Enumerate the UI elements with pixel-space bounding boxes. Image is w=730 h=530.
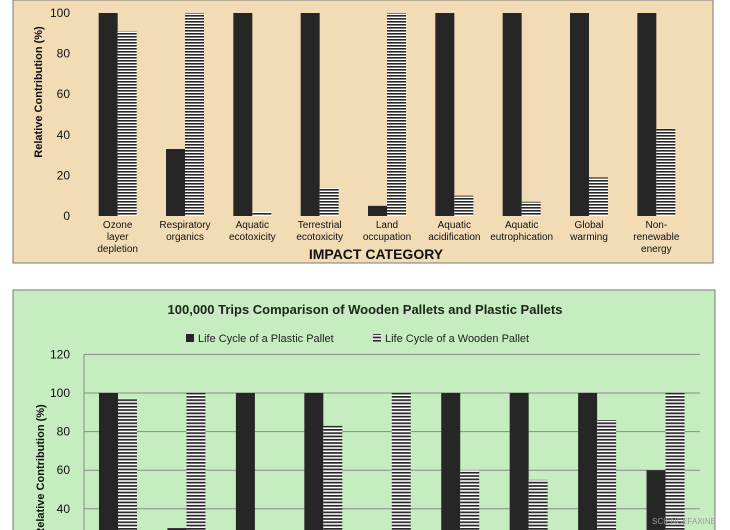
bar-series-b (252, 211, 272, 216)
bar-plastic (167, 528, 187, 530)
x-tick-label: Respiratory organics (159, 220, 210, 243)
x-tick-label: Aquatic acidification (428, 220, 480, 243)
bar-series-a (98, 13, 118, 216)
bar-series-b (521, 201, 541, 216)
y-tick-label: 100 (50, 386, 70, 400)
y-axis-label: Relative Contribution (%) (33, 26, 45, 158)
y-tick-label: 120 (50, 347, 70, 361)
watermark: SCIENCEFAXINE (652, 517, 716, 526)
bar-series-b (454, 195, 474, 216)
bar-series-a (502, 13, 522, 216)
bar-series-a (435, 13, 455, 216)
bar-series-b (185, 13, 204, 216)
bar-series-a (166, 149, 185, 216)
legend-swatch-wooden (373, 334, 381, 342)
bar-wooden (391, 393, 411, 530)
bar-series-b (589, 177, 608, 216)
bar-series-b (387, 13, 406, 216)
bar-series-a (570, 13, 589, 216)
impact-category-chart: 0 20 40 60 80 100 Ozone layer depletion Respirat… (12, 0, 714, 264)
bar-series-b (319, 187, 339, 216)
legend-swatch-plastic (186, 334, 194, 342)
y-tick-label: 60 (57, 87, 71, 101)
x-tick-label: Aquatic ecotoxicity (229, 220, 276, 243)
bar-wooden (460, 470, 480, 530)
bar-plastic (441, 393, 461, 530)
x-tick-label: Global warming (569, 220, 608, 243)
y-tick-label: 80 (57, 47, 71, 61)
x-tick-label: Non-renewable energy (633, 220, 680, 255)
legend-label-wooden: Life Cycle of a Wooden Pallet (385, 333, 529, 345)
bar-wooden (665, 393, 685, 530)
bar-series-a (300, 13, 320, 216)
x-tick-label: Terrestrial ecotoxicity (296, 220, 343, 243)
y-tick-label: 40 (57, 128, 71, 142)
bar-series-a (233, 13, 253, 216)
y-tick-label: 20 (57, 168, 71, 182)
legend: Life Cycle of a Plastic Pallet Life Cycl… (186, 333, 529, 345)
bar-wooden (323, 425, 343, 530)
bar-series-b (117, 31, 137, 216)
x-axis-label: IMPACT CATEGORY (309, 246, 444, 262)
y-tick-label: 40 (57, 502, 71, 516)
bar-wooden (528, 479, 548, 530)
bar-series-a (637, 13, 657, 216)
bar-plastic (99, 393, 118, 530)
y-tick-label: 100 (50, 6, 70, 20)
x-tick-label: Land occupation (363, 220, 411, 243)
bar-wooden (186, 393, 206, 530)
legend-label-plastic: Life Cycle of a Plastic Pallet (198, 333, 334, 345)
y-tick-label: 60 (57, 463, 71, 477)
y-tick-label: 0 (63, 209, 70, 223)
chart-title: 100,000 Trips Comparison of Wooden Palle… (168, 302, 563, 317)
x-tick-label: Aquatic eutrophication (490, 220, 553, 243)
bar-plastic (235, 393, 255, 530)
bar-wooden (597, 420, 617, 530)
bar-series-a (368, 205, 387, 216)
bar-wooden (118, 398, 137, 530)
bar-plastic (304, 393, 324, 530)
bar-series-b (656, 128, 676, 216)
y-axis-label: Relative Contribution (%) (35, 404, 47, 530)
x-tick-label: Ozone layer depletion (97, 220, 138, 255)
bar-plastic (646, 470, 666, 530)
y-tick-label: 80 (57, 425, 71, 439)
bar-plastic (509, 393, 529, 530)
bar-plastic (578, 393, 598, 530)
